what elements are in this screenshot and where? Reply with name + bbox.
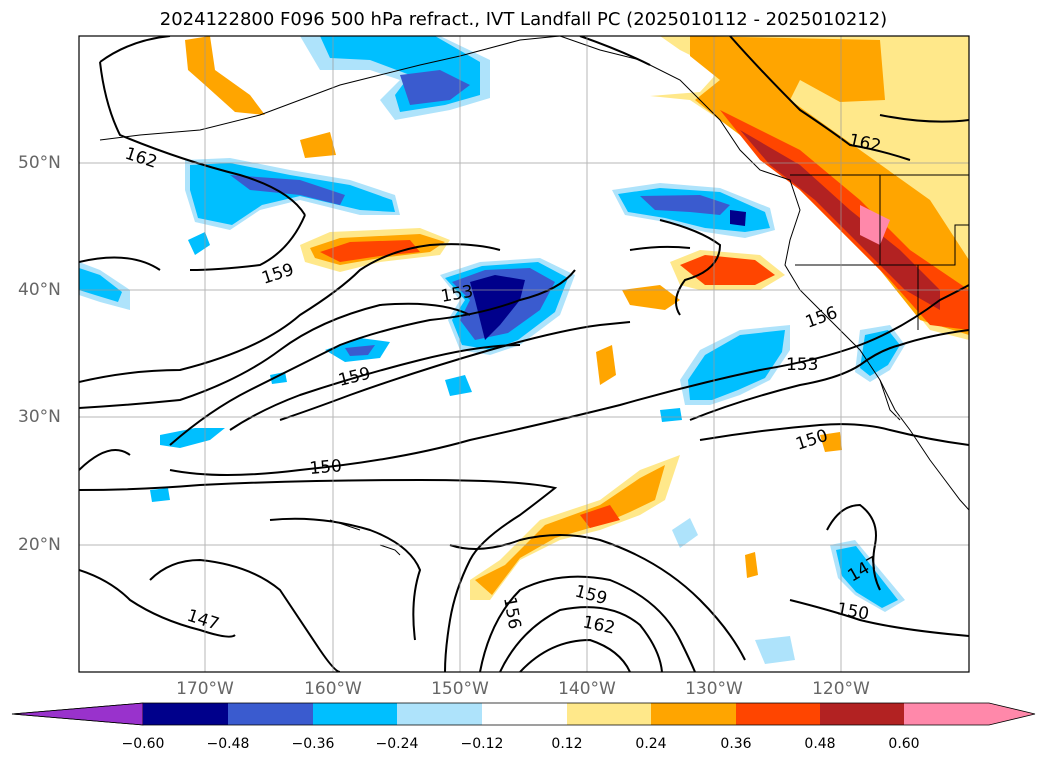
contour-label: 156 xyxy=(499,595,524,630)
colorbar-swatch xyxy=(567,703,651,725)
colorbar-tick-label: 0.48 xyxy=(804,736,836,752)
negative-anomaly-shading xyxy=(79,36,905,664)
contour-label: 156 xyxy=(803,303,840,333)
contour-label: 147 xyxy=(184,606,221,635)
positive-anomaly-shading xyxy=(185,36,969,600)
contour-label: 153 xyxy=(786,355,818,375)
colorbar-swatch xyxy=(143,703,228,725)
map-plot-area: 162 159 159 153 159 150 147 156 153 150 … xyxy=(79,36,969,672)
lat-label: 30°N xyxy=(18,407,61,427)
colorbar-swatch xyxy=(820,703,904,725)
contour-label: 162 xyxy=(581,612,617,638)
colorbar-tick-label: 0.12 xyxy=(551,736,583,752)
contour-label: 159 xyxy=(573,582,610,610)
map-title: 2024122800 F096 500 hPa refract., IVT La… xyxy=(159,9,888,30)
lat-label: 40°N xyxy=(18,280,61,300)
colorbar-swatch xyxy=(313,703,397,725)
colorbar-tick-label: 0.36 xyxy=(720,736,752,752)
lat-label: 20°N xyxy=(18,535,61,555)
colorbar-extend-high xyxy=(904,703,1035,725)
height-contours xyxy=(79,36,969,672)
coastlines xyxy=(99,36,969,556)
colorbar-swatch xyxy=(651,703,736,725)
colorbar xyxy=(11,702,1036,726)
lon-label: 140°W xyxy=(558,679,616,699)
colorbar-tick-label: 0.24 xyxy=(635,736,667,752)
colorbar-tick-label: −0.12 xyxy=(460,736,504,752)
lon-label: 130°W xyxy=(685,679,743,699)
colorbar-swatch xyxy=(228,703,313,725)
contour-labels: 162 159 159 153 159 150 147 156 153 150 … xyxy=(122,130,882,638)
lon-label: 150°W xyxy=(431,679,489,699)
colorbar-tick-label: −0.24 xyxy=(375,736,419,752)
lon-label: 170°W xyxy=(176,679,234,699)
lon-label: 120°W xyxy=(812,679,870,699)
lat-label: 50°N xyxy=(18,153,61,173)
contour-label: 159 xyxy=(259,260,296,289)
contour-label: 150 xyxy=(835,599,870,624)
colorbar-tick-label: −0.36 xyxy=(291,736,335,752)
colorbar-extend-low xyxy=(11,702,144,726)
colorbar-swatch xyxy=(397,703,482,725)
colorbar-tick-label: −0.60 xyxy=(121,736,165,752)
contour-label: 150 xyxy=(309,456,343,479)
colorbar-tick-label: 0.60 xyxy=(888,736,920,752)
lon-label: 160°W xyxy=(304,679,362,699)
map-frame xyxy=(78,35,970,673)
colorbar-tick-label: −0.48 xyxy=(206,736,250,752)
colorbar-swatch xyxy=(482,703,567,725)
gridlines xyxy=(79,36,969,672)
colorbar-swatch xyxy=(736,703,820,725)
